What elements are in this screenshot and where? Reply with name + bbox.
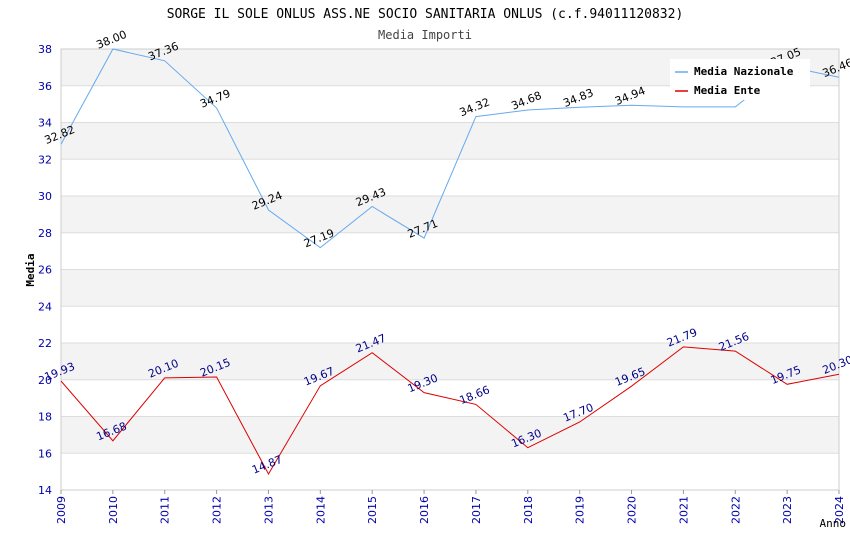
y-tick-label: 14	[38, 484, 52, 497]
series-line-media-ente	[60, 346, 840, 476]
data-label: 18.66	[458, 383, 492, 407]
y-tick-label: 18	[38, 411, 52, 424]
x-tick-label: 2018	[522, 496, 535, 524]
x-tick-label: 2022	[729, 496, 742, 524]
x-tick-label: 2011	[159, 496, 172, 524]
x-tick-label: 2021	[677, 496, 690, 524]
data-label: 34.94	[613, 84, 647, 108]
data-label: 14.87	[250, 453, 284, 477]
y-tick-label: 30	[38, 190, 52, 203]
y-tick-label: 36	[38, 80, 52, 93]
y-axis-label: Media	[24, 253, 37, 286]
y-tick-label: 32	[38, 153, 52, 166]
x-tick-label: 2009	[55, 496, 68, 524]
grid-band	[61, 269, 839, 307]
series-line-media-nazionale	[60, 48, 840, 249]
x-tick-label: 2014	[314, 496, 327, 524]
y-tick-label: 20	[38, 374, 52, 387]
legend: Media Nazionale Media Ente	[670, 59, 810, 100]
x-tick-label: 2017	[470, 496, 483, 524]
x-tick-label: 2010	[107, 496, 120, 524]
y-tick-label: 28	[38, 227, 52, 240]
x-tick-label: 2012	[211, 496, 224, 524]
x-tick-label: 2020	[626, 496, 639, 524]
y-tick-label: 34	[38, 117, 52, 130]
legend-box	[670, 59, 810, 100]
y-axis-ticks: 14 16 18 20 22 24 26 28 30 32 34 36 38	[38, 43, 52, 497]
x-tick-label: 2013	[262, 496, 275, 524]
legend-label-ente: Media Ente	[694, 84, 761, 97]
x-tick-label: 2015	[366, 496, 379, 524]
chart-subtitle: Media Importi	[378, 28, 472, 42]
legend-label-nazionale: Media Nazionale	[694, 65, 794, 78]
x-tick-label: 2019	[574, 496, 587, 524]
x-axis-ticks: 2009 2010 2011 2012 2013 2014 2015 2016 2017 2018…	[55, 490, 846, 524]
plot-frame	[60, 48, 840, 491]
grid-band	[61, 122, 839, 160]
x-tick-label: 2023	[781, 496, 794, 524]
x-axis-label: Anno	[820, 517, 847, 530]
y-tick-label: 24	[38, 300, 52, 313]
chart-title: SORGE IL SOLE ONLUS ASS.NE SOCIO SANITAR…	[167, 7, 684, 22]
grid-bands	[61, 49, 839, 454]
y-tick-label: 22	[38, 337, 52, 350]
grid-band	[61, 196, 839, 233]
y-tick-label: 26	[38, 264, 52, 277]
x-tick-label: 2024	[833, 496, 846, 524]
grid-band	[61, 416, 839, 454]
y-tick-label: 16	[38, 447, 52, 460]
y-tick-label: 38	[38, 43, 52, 56]
x-tick-label: 2016	[418, 496, 431, 524]
series-layer	[60, 48, 840, 476]
data-label: 38.00	[95, 28, 129, 52]
